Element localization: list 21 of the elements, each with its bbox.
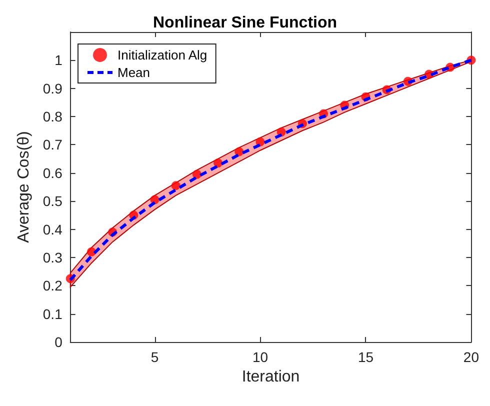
y-tick-label: 0.1 (42, 306, 63, 322)
x-tick-label: 5 (150, 349, 159, 365)
y-tick-label: 0 (54, 334, 63, 350)
x-tick-label: 10 (252, 349, 268, 365)
y-tick-label: 0.6 (42, 164, 63, 181)
y-tick-label: 0.7 (42, 136, 63, 153)
y-tick-label: 1 (54, 52, 63, 68)
chart-title: Nonlinear Sine Function (152, 14, 338, 32)
y-tick-label: 0.4 (42, 221, 63, 238)
y-tick-label: 0.9 (42, 80, 63, 96)
point (171, 181, 180, 190)
legend-label: Mean (118, 65, 150, 80)
y-tick-label: 0.2 (42, 278, 63, 294)
y-tick-label: 0.3 (42, 249, 63, 266)
x-tick-label: 20 (463, 349, 480, 365)
y-axis-title: Average Cos(θ) (16, 131, 32, 243)
y-tick-label: 0.5 (42, 193, 63, 210)
x-tick-label: 15 (358, 349, 374, 365)
legend-label: Initialization Alg (118, 48, 208, 62)
x-axis-title: Iteration (242, 368, 300, 386)
y-tick-label: 0.8 (42, 108, 63, 125)
